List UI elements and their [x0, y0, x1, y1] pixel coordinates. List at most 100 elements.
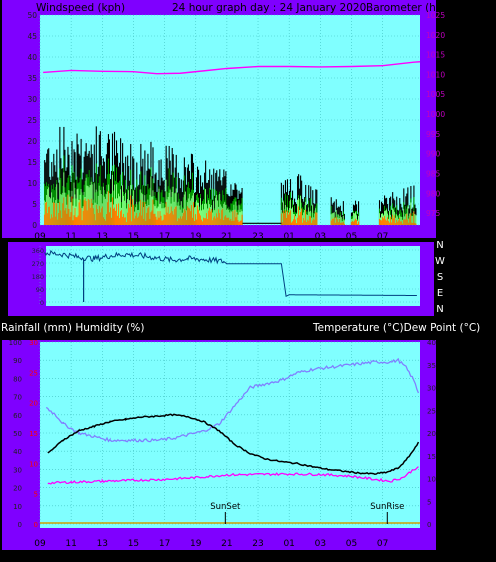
windspeed-tick-label: 15: [27, 158, 37, 167]
humidity-tick-label: 50: [13, 430, 22, 438]
temperature-tick-label: 5: [427, 498, 431, 506]
direction-tick-label: 0: [40, 299, 44, 307]
windspeed-tick-label: 10: [27, 179, 37, 188]
temperature-x-tick-label: 21: [221, 539, 232, 549]
temperature-tick-label: 15: [427, 453, 436, 461]
compass-label: W: [435, 256, 445, 267]
windspeed-axis-title: Windspeed (kph): [36, 2, 125, 14]
wind-x-tick-label: 23: [252, 232, 263, 242]
temperature-x-tick-label: 11: [65, 539, 76, 549]
temperature-tick-label: 0: [427, 521, 431, 529]
humidity-tick-label: 0: [18, 521, 22, 529]
rain-humidity-axis-title: Rainfall (mm) Humidity (%): [1, 322, 144, 334]
barometer-axis-title: Barometer (hpa): [366, 2, 453, 14]
windspeed-tick-label: 0: [32, 221, 37, 230]
temperature-tick-label: 40: [427, 339, 436, 347]
humidity-tick-label: 40: [13, 448, 22, 456]
graph-title: 24 hour graph day : 24 January 2020: [172, 2, 366, 14]
compass-label: N: [436, 304, 443, 315]
temperature-series-layer: [40, 357, 420, 524]
barometer-tick-label: 980: [426, 189, 441, 198]
temperature-x-tick-label: 19: [190, 539, 202, 549]
temperature-x-tick-label: 17: [159, 539, 170, 549]
wind-x-tick-label: 17: [159, 232, 170, 242]
barometer-tick-label: 1020: [426, 31, 445, 40]
temperature-x-tick-label: 15: [128, 539, 139, 549]
wind-x-tick-label: 01: [283, 232, 294, 242]
wind-direction-line: [44, 249, 417, 297]
windspeed-tick-label: 45: [27, 32, 37, 41]
rainfall-tick-label: 0: [34, 521, 38, 529]
rainfall-tick-label: 20: [29, 400, 38, 408]
wind-x-tick-label: 19: [190, 232, 202, 242]
wind-x-tick-label: 13: [97, 232, 108, 242]
windspeed-tick-label: 25: [27, 116, 37, 125]
barometer-tick-label: 1000: [426, 110, 445, 119]
humidity-tick-label: 80: [13, 375, 22, 383]
windspeed-tick-label: 40: [27, 53, 37, 62]
temperature-plot-area: [40, 342, 420, 528]
wind-x-tick-label: 05: [346, 232, 357, 242]
temperature-tick-label: 10: [427, 476, 436, 484]
wind-x-tick-label: 15: [128, 232, 139, 242]
temperature-x-tick-label: 09: [34, 539, 46, 549]
compass-label: N: [436, 240, 443, 251]
humidity-tick-label: 70: [13, 394, 22, 402]
barometer-tick-label: 1015: [426, 51, 445, 60]
event-label: SunRise: [370, 502, 404, 512]
temperature-x-tick-label: 13: [97, 539, 108, 549]
temperature-x-tick-label: 05: [346, 539, 357, 549]
barometer-tick-label: 1010: [426, 70, 445, 79]
temperature-tick-label: 25: [427, 407, 436, 415]
rainfall-tick-label: 10: [29, 460, 38, 468]
direction-tick-label: 90: [36, 286, 44, 294]
temperature-x-tick-label: 03: [315, 539, 326, 549]
humidity-tick-label: 30: [13, 466, 22, 474]
temperature-tick-label: 30: [427, 385, 436, 393]
barometer-tick-label: 990: [426, 150, 441, 159]
axis-labels-layer: 11 13 15 17 19 21 23 01 03 05 07090510152025303540…: [9, 11, 446, 549]
compass-label: S: [437, 272, 443, 283]
temperature-tick-label: 20: [427, 430, 436, 438]
barometer-tick-label: 985: [426, 169, 441, 178]
windspeed-tick-label: 30: [27, 95, 37, 104]
direction-series-layer: [44, 249, 417, 302]
temperature-x-tick-label: 01: [283, 539, 294, 549]
humidity-tick-label: 90: [13, 357, 22, 365]
windspeed-tick-label: 5: [32, 200, 37, 209]
event-label: SunSet: [210, 502, 241, 512]
rainfall-tick-label: 25: [29, 369, 38, 377]
wind-x-tick-label: 21: [221, 232, 232, 242]
barometer-tick-label: 995: [426, 130, 441, 139]
barometer-tick-label: 1005: [426, 90, 445, 99]
humidity-tick-label: 10: [13, 503, 22, 511]
temperature-dewpoint-axis-title: Temperature (°C)Dew Point (°C): [312, 322, 480, 334]
wind-x-tick-label: 09: [34, 232, 46, 242]
humidity-line: [45, 357, 420, 443]
barometer-line: [43, 61, 421, 75]
temperature-x-tick-label: 07: [377, 539, 388, 549]
dew-point-line: [47, 466, 419, 485]
wind-x-tick-label: 11: [65, 232, 76, 242]
temperature-tick-label: 35: [427, 362, 436, 370]
compass-label: E: [437, 288, 443, 299]
wind-x-tick-label: 07: [377, 232, 388, 242]
temperature-x-tick-label: 23: [252, 539, 263, 549]
barometer-tick-label: 1025: [426, 11, 445, 20]
humidity-tick-label: 60: [13, 412, 22, 420]
humidity-tick-label: 20: [13, 485, 22, 493]
wind-x-tick-label: 03: [315, 232, 326, 242]
direction-tick-label: 180: [32, 273, 44, 281]
rainfall-tick-label: 15: [29, 430, 38, 438]
temperature-line: [47, 413, 420, 475]
windspeed-tick-label: 35: [27, 74, 37, 83]
barometer-tick-label: 975: [426, 209, 441, 218]
direction-tick-label: 270: [32, 260, 44, 268]
barometer-series-layer: [43, 61, 421, 75]
rainfall-tick-label: 5: [34, 491, 38, 499]
rainfall-tick-label: 30: [29, 339, 38, 347]
windspeed-tick-label: 20: [27, 137, 37, 146]
windspeed-tick-label: 50: [27, 11, 37, 20]
